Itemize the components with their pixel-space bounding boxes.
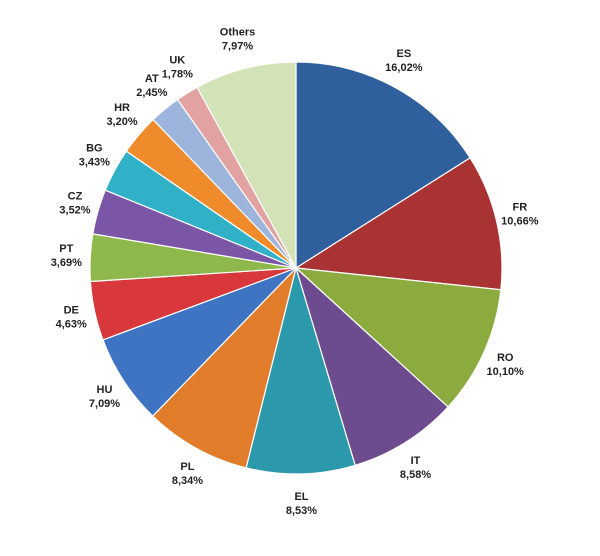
slice-label: RO: [497, 352, 514, 364]
slice-label: FR: [512, 201, 527, 213]
slice-value-label: 4,63%: [56, 318, 87, 330]
slice-value-label: 7,09%: [89, 398, 120, 410]
slice-label: CZ: [68, 190, 83, 202]
slice: [151, 265, 298, 469]
slice-value-label: 8,53%: [286, 505, 317, 517]
slice: [196, 61, 297, 269]
slice-value-label: 1,78%: [162, 69, 193, 81]
slice-value-label: 2,45%: [136, 87, 167, 99]
slice: [294, 157, 503, 291]
slice: [294, 266, 449, 467]
slice-value-label: 8,34%: [172, 475, 203, 487]
slice-value-label: 16,02%: [385, 62, 423, 74]
slice-label: HR: [114, 102, 130, 114]
slice: [245, 265, 356, 475]
slice-label: EL: [294, 491, 308, 503]
slice-label: PT: [59, 243, 73, 255]
slice-label: BG: [86, 143, 103, 155]
slice-label: AT: [145, 73, 159, 85]
slice-value-label: 3,43%: [79, 157, 110, 169]
slice-label: IT: [411, 455, 421, 467]
slice-value-label: 3,20%: [106, 116, 137, 128]
slice-label: UK: [169, 55, 185, 67]
slice-label: HU: [97, 384, 113, 396]
slice-value-label: 10,66%: [501, 215, 539, 227]
slice-label: Others: [220, 26, 255, 38]
slice-label: PL: [180, 461, 194, 473]
slice-label: DE: [64, 304, 79, 316]
slice-value-label: 10,10%: [487, 366, 525, 378]
slice-label: ES: [396, 48, 411, 60]
slice: [294, 267, 502, 408]
slice-value-label: 8,58%: [400, 469, 431, 481]
slice-value-label: 3,52%: [59, 204, 90, 216]
slice-value-label: 7,97%: [222, 40, 253, 52]
slice-value-label: 3,69%: [51, 257, 82, 269]
slice: [295, 61, 471, 270]
